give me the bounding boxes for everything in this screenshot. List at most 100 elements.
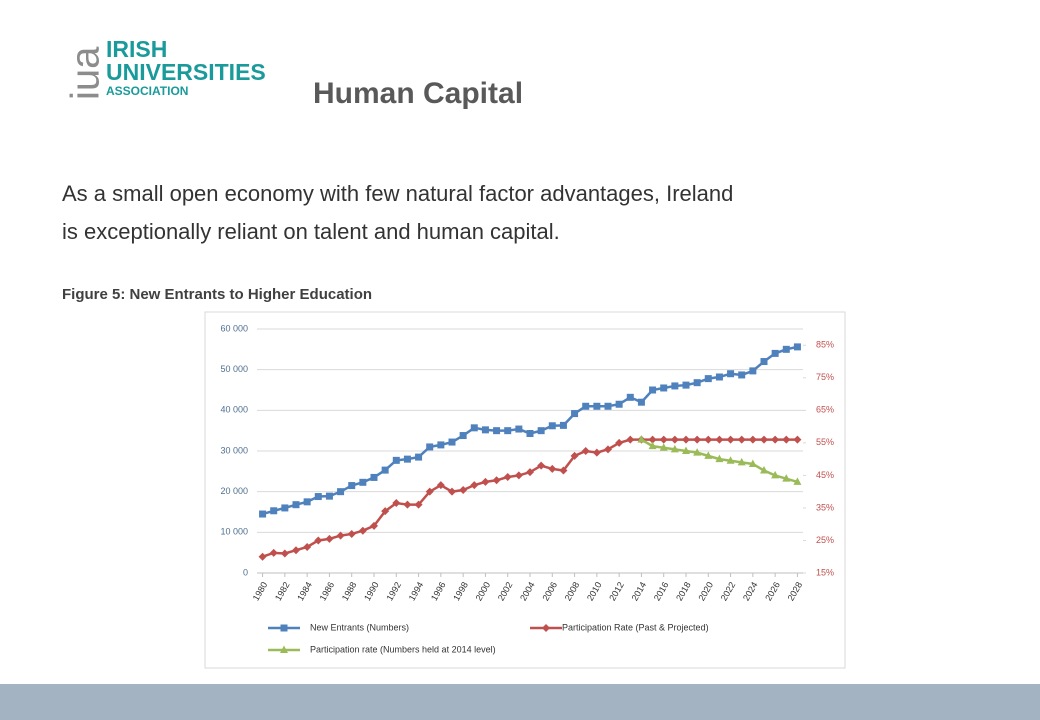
marker: [459, 432, 467, 440]
marker: [303, 542, 312, 551]
slide-title: Human Capital: [313, 77, 523, 110]
marker: [269, 548, 278, 557]
y2-tick-label: 35%: [816, 502, 834, 512]
y2-tick-label: 15%: [816, 567, 834, 577]
marker: [737, 435, 746, 444]
marker: [760, 358, 768, 366]
marker: [748, 459, 757, 468]
marker: [670, 435, 679, 444]
marker: [526, 468, 534, 477]
marker: [793, 343, 801, 351]
marker: [693, 435, 702, 444]
marker: [604, 445, 612, 454]
marker: [314, 493, 322, 501]
marker: [648, 441, 657, 450]
marker: [793, 477, 802, 485]
marker: [336, 531, 345, 540]
marker: [682, 435, 690, 444]
marker: [704, 451, 713, 459]
marker: [682, 446, 690, 454]
marker: [370, 473, 378, 481]
marker: [782, 345, 790, 353]
marker: [448, 438, 456, 446]
marker: [726, 456, 735, 464]
y2-tick-label: 75%: [816, 372, 834, 382]
marker: [760, 466, 768, 474]
marker: [793, 435, 802, 444]
y-tick-label: 50 000: [220, 364, 248, 374]
marker: [626, 393, 634, 401]
marker: [381, 466, 389, 474]
marker: [280, 549, 289, 558]
y-tick-label: 40 000: [220, 405, 248, 415]
y2-tick-label: 65%: [816, 405, 834, 415]
marker: [280, 645, 288, 653]
marker: [548, 464, 557, 473]
marker: [782, 435, 791, 444]
marker: [715, 454, 724, 463]
marker: [259, 510, 267, 518]
marker: [659, 443, 668, 451]
logo-mark: iua: [64, 46, 108, 100]
marker: [615, 400, 623, 408]
body-text: is exceptionally reliant on talent and h…: [62, 219, 560, 244]
marker: [693, 379, 701, 387]
marker: [715, 435, 724, 444]
marker: [348, 482, 356, 490]
y-tick-label: 60 000: [220, 323, 248, 333]
marker: [771, 349, 779, 357]
marker: [748, 435, 757, 444]
marker: [559, 421, 567, 429]
marker: [542, 624, 550, 632]
marker: [582, 402, 590, 410]
marker: [347, 529, 356, 538]
marker: [537, 461, 546, 470]
marker: [604, 402, 612, 410]
marker: [671, 382, 679, 390]
marker: [515, 425, 523, 433]
marker: [415, 453, 423, 461]
y-tick-label: 20 000: [220, 486, 248, 496]
marker: [425, 487, 434, 496]
marker: [281, 504, 289, 512]
marker: [626, 435, 635, 444]
body-text: As a small open economy with few natural…: [62, 181, 733, 206]
legend-label: New Entrants (Numbers): [310, 622, 409, 632]
legend-label: Participation Rate (Past & Projected): [562, 622, 709, 632]
marker: [726, 435, 735, 444]
marker: [581, 447, 590, 455]
marker: [503, 473, 512, 482]
footer-band: [0, 684, 1040, 720]
marker: [660, 384, 668, 392]
marker: [426, 443, 434, 451]
marker: [314, 536, 323, 545]
logo-text: UNIVERSITIES: [106, 59, 266, 85]
marker: [481, 426, 489, 434]
legend-label: Participation rate (Numbers held at 2014…: [310, 644, 496, 654]
marker: [537, 427, 545, 435]
marker: [737, 457, 746, 466]
marker: [637, 398, 645, 406]
marker: [514, 471, 523, 480]
marker: [738, 371, 746, 379]
y2-tick-label: 25%: [816, 535, 834, 545]
marker: [403, 500, 412, 509]
marker: [459, 486, 468, 495]
marker: [258, 552, 267, 561]
marker: [526, 430, 534, 438]
marker: [749, 367, 757, 375]
marker: [593, 402, 601, 410]
marker: [704, 375, 712, 383]
marker: [270, 507, 278, 515]
marker: [381, 507, 390, 516]
marker: [615, 438, 624, 447]
logo-text: IRISH: [106, 36, 167, 62]
y-tick-label: 0: [243, 567, 248, 577]
marker: [337, 488, 345, 496]
marker: [436, 481, 445, 490]
marker: [358, 526, 367, 535]
marker: [559, 466, 568, 475]
marker: [492, 476, 501, 485]
marker: [403, 455, 411, 463]
